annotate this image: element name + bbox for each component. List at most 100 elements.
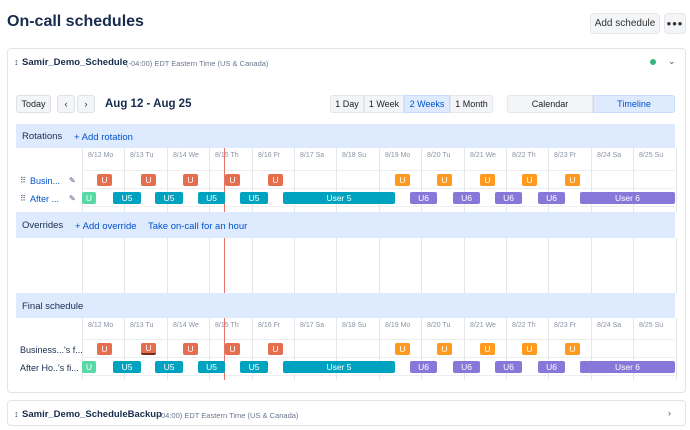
rotations-band	[16, 124, 675, 148]
prev-period-button[interactable]: ‹	[57, 95, 75, 113]
range-1-month[interactable]: 1 Month	[450, 95, 493, 113]
shift-block[interactable]: U5	[198, 192, 225, 204]
shift-block[interactable]: U	[141, 174, 156, 186]
add-override-link[interactable]: + Add override	[75, 221, 137, 232]
range-1-day[interactable]: 1 Day	[330, 95, 364, 113]
status-dot-icon	[650, 59, 656, 65]
shift-block[interactable]: U	[183, 174, 198, 186]
day-label: 8/19 Mo	[385, 322, 411, 329]
shift-block[interactable]: U5	[113, 361, 141, 373]
grid-line	[82, 238, 83, 293]
shift-block[interactable]: U	[565, 174, 580, 186]
shift-block[interactable]: U5	[240, 192, 268, 204]
grid-line	[294, 148, 295, 212]
shift-block[interactable]: U6	[495, 192, 522, 204]
rotation-row-label[interactable]: After ...	[30, 194, 60, 204]
shift-block[interactable]: U	[141, 343, 156, 355]
shift-block[interactable]: User 6	[580, 361, 675, 373]
shift-block[interactable]: U	[565, 343, 580, 355]
grid-line	[379, 148, 380, 212]
day-label: 8/15 Th	[215, 152, 239, 159]
shift-block[interactable]: U6	[453, 361, 480, 373]
shift-block[interactable]: User 5	[283, 192, 395, 204]
current-time-line	[224, 238, 225, 293]
grid-line	[633, 148, 634, 212]
add-rotation-link[interactable]: + Add rotation	[74, 132, 133, 143]
grid-line	[124, 318, 125, 380]
grid-line	[676, 238, 677, 293]
shift-block[interactable]: U	[225, 343, 240, 355]
shift-block[interactable]: U	[395, 343, 410, 355]
take-on-call-link[interactable]: Take on-call for an hour	[148, 221, 248, 232]
shift-block[interactable]: U	[522, 174, 537, 186]
drag-handle-icon[interactable]: ⠿	[20, 194, 26, 203]
chevron-right-icon[interactable]: ›	[668, 408, 671, 418]
shift-block[interactable]: U	[437, 343, 452, 355]
more-options-button[interactable]: •••	[664, 13, 686, 34]
grid-line	[506, 318, 507, 380]
shift-block[interactable]: U6	[410, 361, 437, 373]
day-label: 8/16 Fr	[258, 322, 281, 329]
day-label: 8/15 Th	[215, 322, 239, 329]
grid-line	[506, 148, 507, 212]
shift-block[interactable]: U6	[538, 361, 565, 373]
rotations-title: Rotations	[22, 131, 63, 142]
page-title: On-call schedules	[7, 13, 144, 30]
shift-block[interactable]: U5	[240, 361, 268, 373]
grid-line	[506, 238, 507, 293]
day-label: 8/21 We	[470, 322, 496, 329]
day-label: 8/20 Tu	[427, 152, 451, 159]
shift-block[interactable]: U5	[113, 192, 141, 204]
shift-block[interactable]: U	[97, 174, 112, 186]
schedule-name[interactable]: Samir_Demo_Schedule	[22, 57, 128, 68]
today-button[interactable]: Today	[16, 95, 51, 113]
drag-handle-icon[interactable]: ⠿	[20, 176, 26, 185]
shift-block[interactable]: U5	[155, 192, 183, 204]
drag-handle-icon[interactable]: ↕	[14, 57, 19, 67]
shift-block[interactable]: U	[183, 343, 198, 355]
grid-line	[591, 238, 592, 293]
shift-block[interactable]: U6	[495, 361, 522, 373]
shift-block[interactable]: U	[225, 174, 240, 186]
day-label: 8/20 Tu	[427, 322, 451, 329]
rotation-row-label[interactable]: Busin...	[30, 176, 61, 186]
range-2-weeks[interactable]: 2 Weeks	[404, 95, 450, 113]
shift-block[interactable]: U	[82, 192, 96, 204]
schedule-timezone: (-04:00) EDT Eastern Time (US & Canada)	[156, 411, 299, 420]
shift-block[interactable]: U	[522, 343, 537, 355]
shift-block[interactable]: U	[395, 174, 410, 186]
row-divider	[82, 357, 675, 358]
shift-block[interactable]: U	[268, 343, 283, 355]
next-period-button[interactable]: ›	[77, 95, 95, 113]
shift-block[interactable]: U	[480, 343, 495, 355]
grid-line	[209, 148, 210, 212]
day-label: 8/24 Sa	[597, 322, 622, 329]
pencil-icon[interactable]: ✎	[69, 176, 76, 185]
shift-block[interactable]: User 5	[283, 361, 395, 373]
shift-block[interactable]: U	[268, 174, 283, 186]
schedule-name[interactable]: Samir_Demo_ScheduleBackup	[22, 409, 162, 420]
shift-block[interactable]: U5	[198, 361, 225, 373]
overrides-band	[16, 212, 675, 238]
shift-block[interactable]: U	[82, 361, 96, 373]
chevron-down-icon[interactable]: ⌄	[668, 56, 676, 66]
add-schedule-button[interactable]: Add schedule	[590, 13, 660, 34]
shift-block[interactable]: User 6	[580, 192, 675, 204]
shift-block[interactable]: U	[97, 343, 112, 355]
shift-block[interactable]: U5	[155, 361, 183, 373]
pencil-icon[interactable]: ✎	[69, 194, 76, 203]
shift-block[interactable]: U6	[453, 192, 480, 204]
row-divider	[82, 170, 675, 171]
shift-block[interactable]: U6	[410, 192, 437, 204]
view-timeline[interactable]: Timeline	[593, 95, 675, 113]
day-label: 8/12 Mo	[88, 152, 114, 159]
view-calendar[interactable]: Calendar	[507, 95, 593, 113]
shift-block[interactable]: U6	[538, 192, 565, 204]
shift-block[interactable]: U	[480, 174, 495, 186]
grid-line	[421, 148, 422, 212]
shift-block[interactable]: U	[437, 174, 452, 186]
range-1-week[interactable]: 1 Week	[364, 95, 404, 113]
drag-handle-icon[interactable]: ↕	[14, 409, 19, 419]
grid-line	[252, 148, 253, 212]
day-label: 8/14 We	[173, 322, 199, 329]
